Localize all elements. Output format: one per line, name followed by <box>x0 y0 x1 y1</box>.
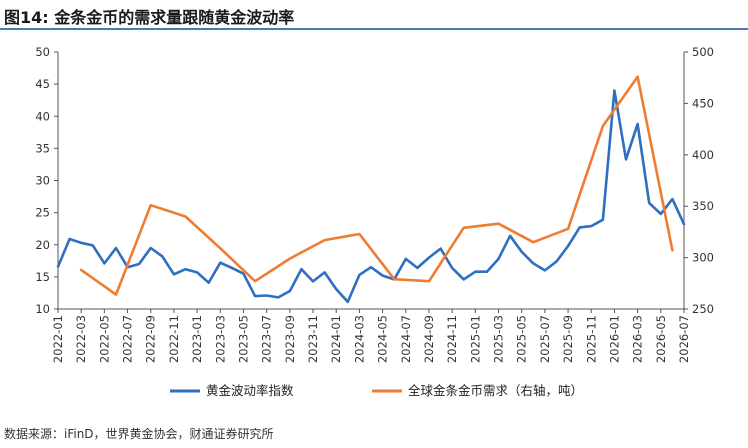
chart-axes <box>54 51 688 313</box>
x-tick-label: 2026-01 <box>607 315 621 363</box>
x-tick-label: 2025-03 <box>492 315 506 363</box>
y-right-tick-label: 300 <box>692 251 714 265</box>
y-right-tick-label: 450 <box>692 96 714 110</box>
x-tick-label: 2024-11 <box>445 315 459 363</box>
x-tick-label: 2025-09 <box>561 315 575 363</box>
x-tick-label: 2026-03 <box>631 315 645 363</box>
y-right-tick-label: 250 <box>692 302 714 316</box>
source-note: 数据来源：iFinD，世界黄金协会，财通证券研究所 <box>4 427 274 441</box>
x-tick-label: 2025-07 <box>538 315 552 363</box>
x-tick-label: 2024-09 <box>422 315 436 363</box>
x-tick-label: 2025-05 <box>515 315 529 363</box>
x-tick-label: 2026-07 <box>677 315 691 363</box>
x-tick-label: 2024-07 <box>399 315 413 363</box>
x-tick-label: 2023-09 <box>283 315 297 363</box>
y-left-tick-label: 20 <box>35 238 50 252</box>
x-tick-label: 2022-09 <box>144 315 158 363</box>
y-left-tick-label: 30 <box>35 174 50 188</box>
x-tick-label: 2022-05 <box>97 315 111 363</box>
x-tick-label: 2025-11 <box>584 315 598 363</box>
x-tick-label: 2024-01 <box>329 315 343 363</box>
x-tick-label: 2022-07 <box>121 315 135 363</box>
y-right-tick-label: 500 <box>692 45 714 59</box>
series-line-2 <box>79 75 674 296</box>
y-left-tick-labels: 10 15 20 25 30 35 40 45 50 <box>35 45 50 316</box>
y-right-tick-label: 350 <box>692 199 714 213</box>
x-tick-label: 2022-03 <box>74 315 88 363</box>
y-left-tick-label: 10 <box>35 302 50 316</box>
x-tick-label: 2026-05 <box>654 315 668 363</box>
x-tick-labels: 2022-01 2022-03 2022-05 2022-07 2022-09 2022-… <box>51 315 691 363</box>
chart: 2022-01 2022-03 2022-05 2022-07 2022-09 2022-… <box>35 45 714 398</box>
title-rule <box>0 28 748 30</box>
series-lines <box>56 75 686 304</box>
legend-label-2: 全球金条金币需求（右轴，吨） <box>408 383 583 398</box>
x-tick-label: 2023-11 <box>306 315 320 363</box>
x-tick-label: 2024-05 <box>376 315 390 363</box>
series-line-1 <box>56 89 686 304</box>
y-left-tick-label: 40 <box>35 109 50 123</box>
legend-label-1: 黄金波动率指数 <box>206 383 294 398</box>
y-left-tick-label: 45 <box>35 77 50 91</box>
x-tick-label: 2023-03 <box>213 315 227 363</box>
x-tick-label: 2024-03 <box>352 315 366 363</box>
y-right-tick-label: 400 <box>692 148 714 162</box>
legend: 黄金波动率指数 全球金条金币需求（右轴，吨） <box>170 383 583 398</box>
y-left-tick-label: 35 <box>35 141 50 155</box>
x-tick-label: 2025-01 <box>468 315 482 363</box>
y-left-tick-label: 50 <box>35 45 50 59</box>
y-left-tick-label: 25 <box>35 206 50 220</box>
x-tick-label: 2023-01 <box>190 315 204 363</box>
y-right-tick-labels: 250 300 350 400 450 500 <box>692 45 714 316</box>
x-tick-label: 2022-01 <box>51 315 65 363</box>
x-tick-label: 2022-11 <box>167 315 181 363</box>
figure-title: 图14: 金条金币的需求量跟随黄金波动率 <box>4 8 295 27</box>
x-tick-label: 2023-05 <box>236 315 250 363</box>
y-left-tick-label: 15 <box>35 270 50 284</box>
x-tick-label: 2023-07 <box>260 315 274 363</box>
